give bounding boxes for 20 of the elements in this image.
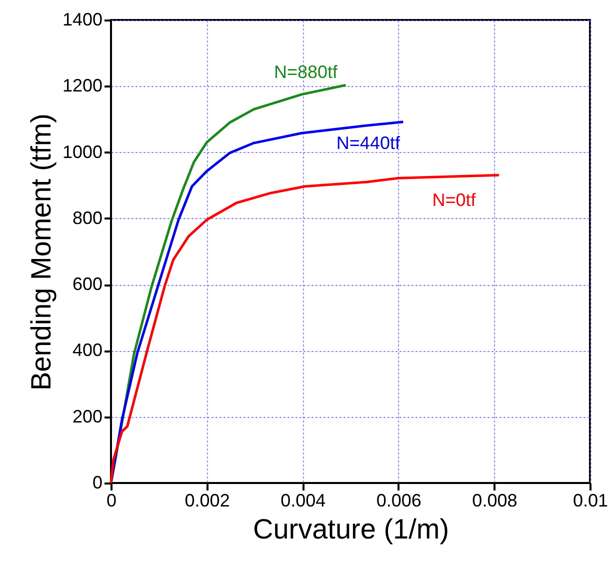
y-tick-label: 800 <box>72 208 102 228</box>
y-tick-label: 1400 <box>62 10 102 30</box>
y-tick-label: 0 <box>92 472 102 492</box>
y-tick-label: 400 <box>72 340 102 360</box>
series-label: N=0tf <box>432 190 477 210</box>
line-series <box>110 174 500 484</box>
x-tick-label: 0 <box>106 490 117 510</box>
x-tick-label: 0.01 <box>572 490 608 510</box>
x-axis-title: Curvature (1/m) <box>252 514 450 544</box>
x-tick-label: 0.004 <box>280 490 326 510</box>
y-tick-label: 1000 <box>62 142 102 162</box>
x-tick-label: 0.008 <box>472 490 518 510</box>
series-label: N=440tf <box>336 132 401 153</box>
series-label: N=880tf <box>274 62 338 82</box>
y-tick-label: 1200 <box>62 76 102 96</box>
y-axis-title: Bending Moment (tfm) <box>25 114 56 390</box>
y-tick-label: 600 <box>72 274 102 294</box>
x-tick-label: 0.002 <box>184 490 230 510</box>
y-tick-label: 200 <box>72 406 102 426</box>
x-tick-label: 0.006 <box>376 490 422 510</box>
